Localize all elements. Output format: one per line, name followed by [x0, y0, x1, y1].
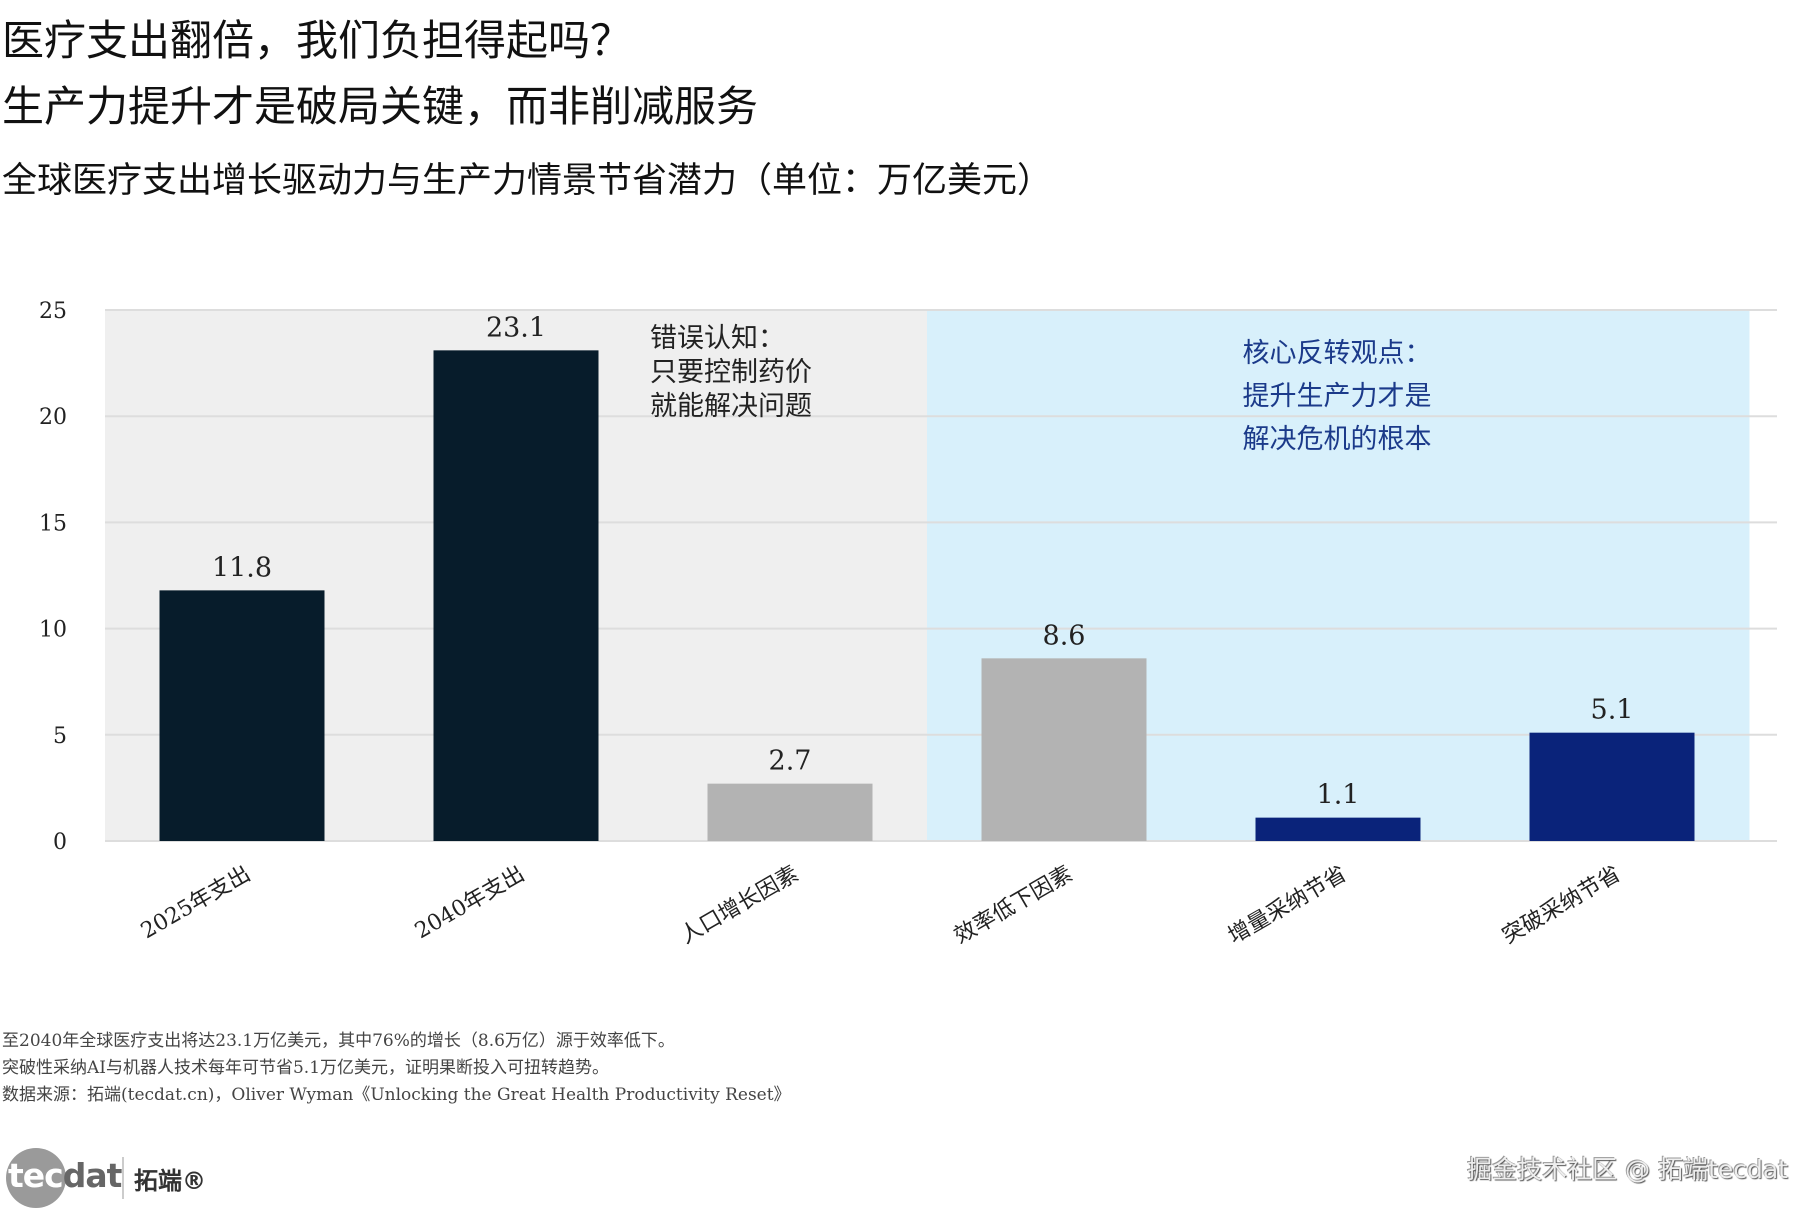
bar — [707, 783, 873, 841]
y-tick-label: 20 — [39, 405, 67, 430]
y-tick-label: 15 — [39, 511, 67, 536]
bar-value-label: 8.6 — [1043, 620, 1086, 651]
y-tick-label: 10 — [39, 618, 67, 643]
bar-value-label: 11.8 — [212, 552, 272, 583]
bar-value-label: 2.7 — [769, 746, 812, 777]
logo-divider — [122, 1157, 124, 1199]
logo-text-tec: tec — [8, 1156, 64, 1195]
bar — [159, 590, 325, 841]
bar — [981, 658, 1147, 841]
logo-cn-text: 拓端® — [134, 1166, 206, 1195]
chart-title-line2: 生产力提升才是破局关键，而非削减服务 — [2, 82, 759, 131]
x-tick-label: 人口增长因素 — [676, 862, 803, 950]
chart-title-line1: 医疗支出翻倍，我们负担得起吗？ — [2, 16, 633, 65]
x-tick-label: 效率低下因素 — [950, 862, 1077, 950]
bar-value-label: 1.1 — [1317, 780, 1360, 811]
x-tick-label: 突破采纳节省 — [1498, 862, 1625, 950]
chart-subtitle: 全球医疗支出增长驱动力与生产力情景节省潜力（单位：万亿美元） — [2, 161, 1053, 201]
y-tick-label: 5 — [53, 724, 67, 749]
footnotes: 至2040年全球医疗支出将达23.1万亿美元，其中76%的增长（8.6万亿）源于… — [2, 1028, 791, 1109]
bar — [433, 350, 599, 841]
bar — [1255, 817, 1421, 841]
note-line: 至2040年全球医疗支出将达23.1万亿美元，其中76%的增长（8.6万亿）源于… — [2, 1031, 675, 1051]
annotation-core-view: 提升生产力才是 — [1243, 381, 1432, 412]
x-tick-label: 2025年支出 — [137, 862, 255, 945]
bar-value-label: 5.1 — [1591, 695, 1634, 726]
logo-text-dat: dat — [62, 1156, 123, 1195]
watermark: 掘金技术社区 @ 拓端tecdat — [1467, 1155, 1788, 1184]
y-tick-label: 25 — [39, 299, 67, 324]
tecdat-logo: tecdat 拓端® — [6, 1148, 206, 1208]
annotation-core-view: 解决危机的根本 — [1243, 424, 1432, 455]
annotation-misconception: 错误认知： — [650, 323, 785, 354]
annotation-misconception: 就能解决问题 — [650, 391, 812, 422]
bar — [1529, 732, 1695, 841]
x-tick-label: 增量采纳节省 — [1224, 862, 1351, 950]
x-tick-label: 2040年支出 — [411, 862, 529, 945]
note-line: 数据来源：拓端(tecdat.cn)，Oliver Wyman《Unlockin… — [2, 1085, 791, 1105]
y-tick-label: 0 — [53, 830, 67, 855]
annotation-misconception: 只要控制药价 — [650, 357, 812, 388]
bar-value-label: 23.1 — [486, 312, 546, 343]
note-line: 突破性采纳AI与机器人技术每年可节省5.1万亿美元，证明果断投入可扭转趋势。 — [2, 1058, 610, 1078]
annotation-core-view: 核心反转观点： — [1243, 338, 1432, 369]
logo-circle-icon: tecdat — [6, 1148, 122, 1208]
